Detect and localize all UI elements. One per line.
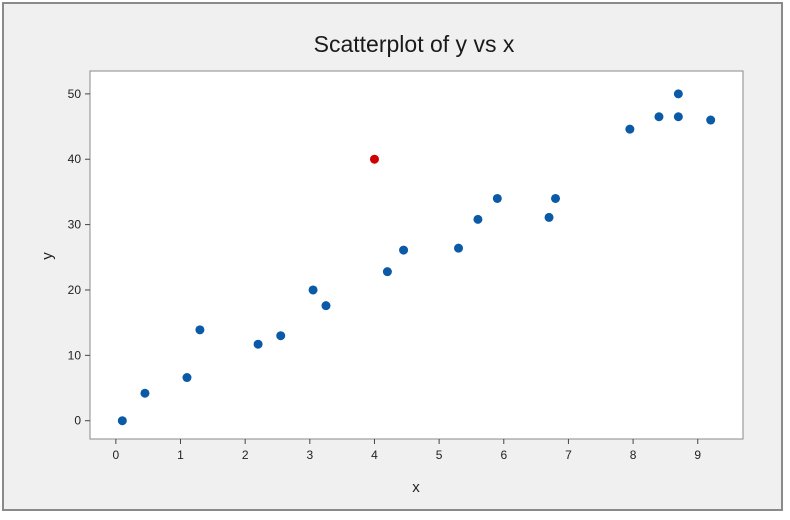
x-axis-label: x [412, 479, 420, 496]
x-tick-label: 8 [630, 448, 637, 462]
y-tick-label: 20 [68, 283, 82, 297]
y-tick-label: 10 [68, 348, 82, 362]
x-tick-label: 4 [371, 448, 378, 462]
x-tick-label: 3 [306, 448, 313, 462]
data-point [625, 124, 635, 134]
x-tick-label: 7 [565, 448, 572, 462]
y-tick-label: 0 [74, 414, 81, 428]
y-axis: 0 10 20 30 40 50 [68, 87, 90, 428]
y-tick-label: 40 [68, 152, 82, 166]
x-tick-label: 9 [694, 448, 701, 462]
y-tick-label: 50 [68, 87, 82, 101]
data-point [454, 243, 464, 253]
data-point [117, 416, 127, 426]
plot-area [89, 70, 744, 440]
scatterplot-svg: Scatterplot of y vs x 0 1 2 3 4 5 6 7 8 9 0 10 20 30… [39, 31, 744, 496]
y-axis-label: y [39, 252, 56, 260]
data-point [492, 193, 502, 203]
data-point [544, 212, 554, 222]
data-point [182, 373, 192, 383]
data-point [673, 89, 683, 99]
data-point [473, 214, 483, 224]
x-tick-label: 6 [500, 448, 507, 462]
data-points [117, 89, 716, 426]
data-point [706, 115, 716, 125]
x-tick-label: 1 [177, 448, 184, 462]
x-tick-label: 0 [113, 448, 120, 462]
y-tick-label: 30 [68, 218, 82, 232]
data-point [140, 388, 150, 398]
chart-title: Scatterplot of y vs x [314, 31, 515, 57]
chart-figure: Scatterplot of y vs x 0 1 2 3 4 5 6 7 8 9 0 10 20 30… [2, 2, 783, 511]
highlighted-data-point [369, 154, 379, 164]
data-point [276, 331, 286, 341]
data-point [321, 301, 331, 311]
data-point [551, 193, 561, 203]
data-point [253, 339, 263, 349]
data-point [673, 112, 683, 122]
data-point [399, 245, 409, 255]
data-point [382, 267, 392, 277]
data-point [308, 285, 318, 295]
x-tick-label: 5 [436, 448, 443, 462]
x-tick-label: 2 [242, 448, 249, 462]
data-point [654, 112, 664, 122]
data-point [195, 325, 205, 335]
x-axis: 0 1 2 3 4 5 6 7 8 9 [113, 439, 701, 462]
